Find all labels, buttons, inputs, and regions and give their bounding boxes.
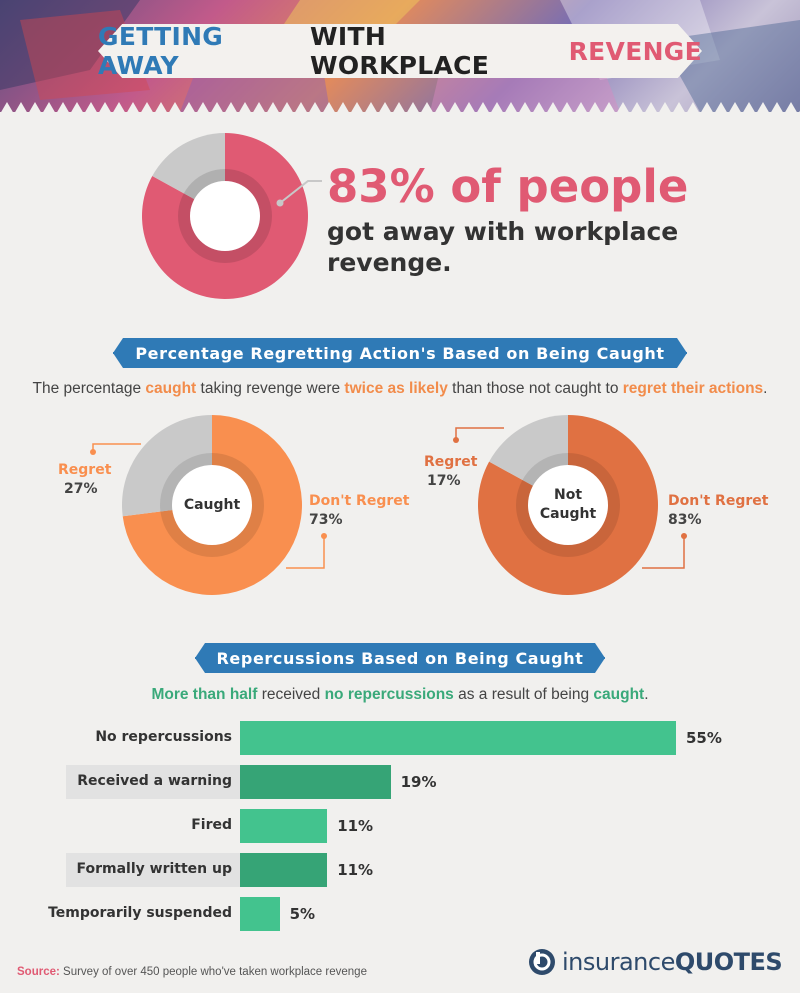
caught-donut-chart (122, 415, 302, 595)
bar-category-label: No repercussions (95, 729, 232, 745)
subtitle-highlight: caught (593, 686, 645, 703)
subtitle-text: . (763, 380, 768, 397)
center-line-1: Not (553, 487, 583, 503)
donut-hole (190, 181, 260, 251)
zigzag-divider (1, 102, 800, 112)
header-banner: GETTING AWAY WITH WORKPLACE REVENGE (0, 0, 800, 112)
subtitle-text: as a result of being (453, 686, 594, 703)
subtitle-text: received (257, 686, 325, 703)
not-caught-regret-label: Regret (424, 454, 478, 470)
bar-value-label: 55% (686, 729, 722, 747)
not-caught-dont-regret-value: 83% (668, 512, 702, 528)
subtitle-text: . (644, 686, 649, 703)
bar-row-background (66, 765, 240, 799)
title-part-2: WITH WORKPLACE (309, 22, 490, 80)
bar (240, 721, 676, 755)
logo-word-2: QUOTES (674, 948, 783, 976)
title-part-3: REVENGE (568, 36, 702, 66)
center-line-2: Caught (539, 506, 597, 522)
section2-banner: Repercussions Based on Being Caught (195, 643, 605, 673)
bar-category-label: Fired (191, 817, 232, 833)
not-caught-regret-leader (453, 427, 504, 443)
caught-dont-regret-leader (286, 533, 327, 569)
section1-banner: Percentage Regretting Action's Based on … (113, 338, 687, 368)
caught-regret-value: 27% (64, 481, 98, 497)
source-label: Source: (17, 966, 60, 978)
not-caught-dont-regret-leader (642, 533, 687, 569)
bar-category-label: Formally written up (76, 861, 233, 877)
title-plate (98, 24, 702, 78)
bar (240, 809, 328, 843)
bar (240, 853, 328, 887)
hero-callout-line (276, 180, 322, 207)
source-text: Survey of over 450 people who've taken w… (59, 966, 367, 978)
not-caught-donut-chart (478, 415, 658, 595)
donut-hole (172, 465, 252, 545)
page-title: GETTING AWAY WITH WORKPLACE REVENGE (98, 22, 702, 80)
hero-donut-chart (142, 133, 308, 299)
subtitle-highlight: regret their actions (622, 380, 764, 397)
title-part-1: GETTING AWAY (98, 22, 224, 80)
logo-word-1: insurance (562, 948, 675, 976)
subtitle-text: The percentage (32, 380, 146, 397)
bar-category-label: Received a warning (77, 773, 232, 789)
subtitle-highlight: no repercussions (324, 686, 454, 703)
subtitle-highlight: caught (145, 380, 197, 397)
logo-wordmark: insuranceQUOTES (562, 948, 783, 976)
caught-center-label: Caught (183, 497, 241, 513)
not-caught-dont-regret-label: Don't Regret (668, 493, 769, 509)
logo-mark-icon (529, 949, 555, 975)
section2-subtitle: More than half received no repercussions… (0, 686, 800, 704)
hero-text: got away with workplace revenge. (327, 217, 679, 277)
caught-regret-leader (90, 443, 141, 455)
subtitle-highlight: twice as likely (344, 380, 448, 397)
bar-category-label: Temporarily suspended (48, 905, 232, 921)
subtitle-highlight: More than half (151, 686, 258, 703)
caught-dont-regret-label: Don't Regret (309, 493, 410, 509)
caught-regret-label: Regret (58, 462, 112, 478)
donut-hole (528, 465, 608, 545)
caught-dont-regret-value: 73% (309, 512, 343, 528)
bar (240, 897, 280, 931)
not-caught-regret-value: 17% (427, 473, 461, 489)
bar (240, 765, 391, 799)
hero-stat: 83% of people (327, 160, 689, 213)
bar-value-label: 11% (337, 861, 374, 879)
not-caught-center-label: Not Caught (528, 486, 608, 524)
bar-value-label: 11% (337, 817, 374, 835)
brand-logo: insuranceQUOTES (528, 948, 783, 976)
section1-subtitle: The percentage caught taking revenge wer… (0, 380, 800, 398)
bar-row-background (66, 853, 240, 887)
bar-value-label: 19% (400, 773, 437, 791)
bar-value-label: 5% (289, 905, 316, 923)
subtitle-text: taking revenge were (196, 380, 345, 397)
source-note: Source: Survey of over 450 people who've… (17, 966, 367, 978)
subtitle-text: than those not caught to (447, 380, 623, 397)
